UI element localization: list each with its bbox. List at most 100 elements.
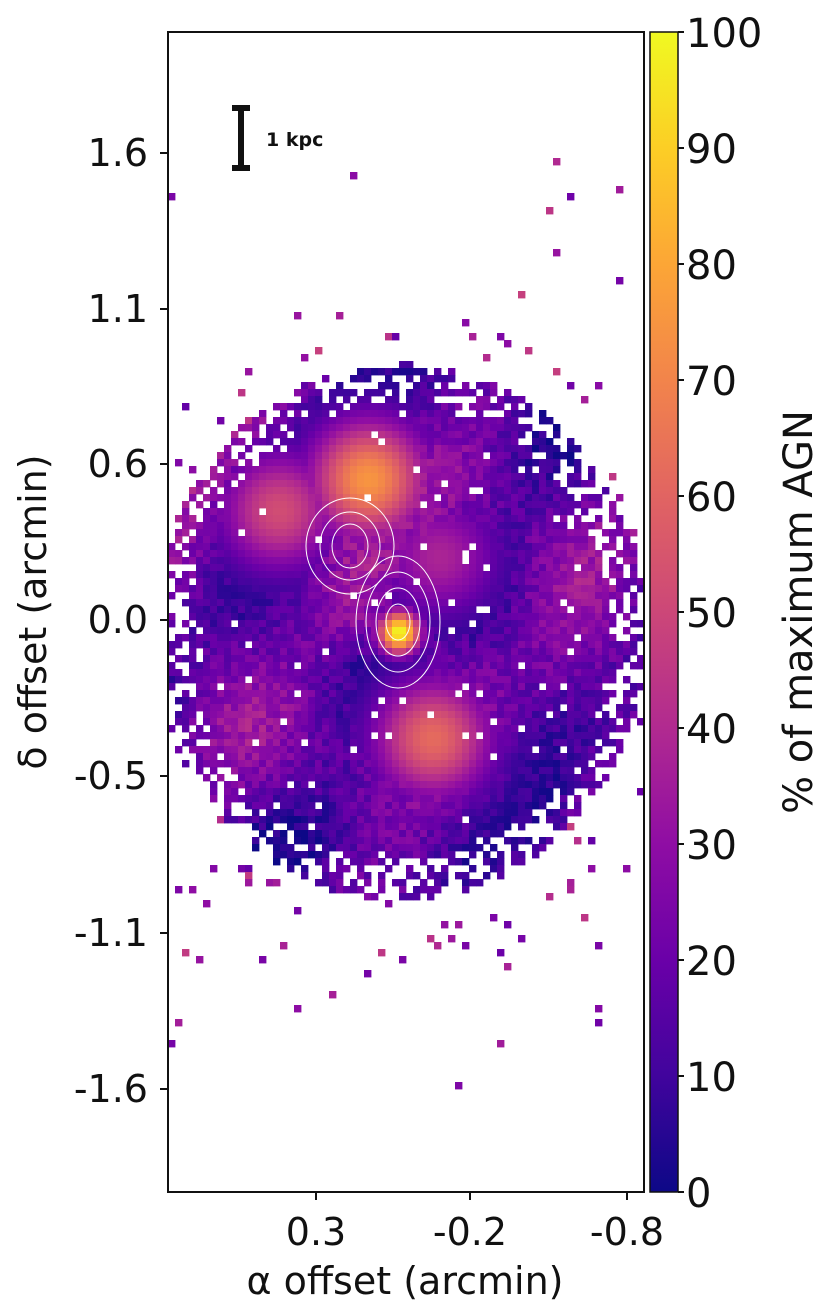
heatmap-cell (616, 725, 624, 733)
heatmap-cell (336, 865, 344, 873)
heatmap-cell (350, 858, 358, 866)
heatmap-cell (441, 557, 449, 565)
heatmap-cell (553, 648, 561, 656)
heatmap-cell (385, 690, 393, 698)
heatmap-cell (399, 634, 407, 642)
heatmap-cell (504, 529, 512, 537)
heatmap-cell (441, 641, 449, 649)
heatmap-cell (469, 417, 477, 425)
heatmap-cell (427, 529, 435, 537)
heatmap-cell (399, 956, 407, 964)
heatmap-cell (392, 830, 400, 838)
heatmap-cell (532, 515, 540, 523)
heatmap-cell (560, 508, 568, 516)
heatmap-cell (364, 690, 372, 698)
heatmap-cell (574, 718, 582, 726)
heatmap-cell (364, 879, 372, 887)
heatmap-cell (280, 676, 288, 684)
heatmap-cell (301, 711, 309, 719)
heatmap-cell (588, 865, 596, 873)
heatmap-cell (217, 452, 225, 460)
heatmap-cell (280, 585, 288, 593)
heatmap-cell (448, 739, 456, 747)
heatmap-cell (518, 550, 526, 558)
heatmap-cell (413, 459, 421, 467)
heatmap-cell (175, 634, 183, 642)
heatmap-cell (539, 711, 547, 719)
heatmap-cell (448, 557, 456, 565)
heatmap-cell (497, 767, 505, 775)
heatmap-cell (280, 942, 288, 950)
heatmap-cell (455, 809, 463, 817)
heatmap-cell (399, 802, 407, 810)
heatmap-cell (392, 641, 400, 649)
heatmap-cell (511, 746, 519, 754)
heatmap-cell (630, 711, 638, 719)
heatmap-cell (525, 347, 533, 355)
heatmap-cell (273, 613, 281, 621)
heatmap-cell (532, 578, 540, 586)
heatmap-cell (287, 564, 295, 572)
heatmap-cell (434, 550, 442, 558)
heatmap-cell (294, 557, 302, 565)
heatmap-cell (511, 627, 519, 635)
heatmap-cell (490, 781, 498, 789)
heatmap-cell (315, 669, 323, 677)
heatmap-cell (490, 452, 498, 460)
heatmap-cell (497, 424, 505, 432)
heatmap-cell (238, 634, 246, 642)
heatmap-cell (308, 536, 316, 544)
heatmap-cell (280, 746, 288, 754)
heatmap-cell (231, 788, 239, 796)
heatmap-cell (259, 718, 267, 726)
heatmap-cell (406, 753, 414, 761)
heatmap-cell (336, 788, 344, 796)
heatmap-cell (357, 788, 365, 796)
heatmap-cell (539, 571, 547, 579)
heatmap-cell (609, 655, 617, 663)
heatmap-cell (378, 410, 386, 418)
heatmap-cell (420, 536, 428, 544)
heatmap-cell (266, 732, 274, 740)
heatmap-cell (406, 557, 414, 565)
heatmap-cell (532, 676, 540, 684)
heatmap-cell (560, 732, 568, 740)
heatmap-cell (595, 571, 603, 579)
heatmap-cell (455, 487, 463, 495)
heatmap-cell (231, 781, 239, 789)
heatmap-cell (413, 767, 421, 775)
heatmap-cell (434, 704, 442, 712)
heatmap-cell (231, 592, 239, 600)
heatmap-cell (525, 452, 533, 460)
heatmap-cell (350, 837, 358, 845)
heatmap-cell (441, 606, 449, 614)
heatmap-cell (511, 585, 519, 593)
heatmap-cell (259, 543, 267, 551)
heatmap-cell (553, 536, 561, 544)
heatmap-cell (546, 620, 554, 628)
heatmap-cell (553, 676, 561, 684)
heatmap-cell (427, 732, 435, 740)
heatmap-cell (448, 403, 456, 411)
heatmap-cell (280, 774, 288, 782)
heatmap-cell (427, 697, 435, 705)
heatmap-cell (483, 669, 491, 677)
heatmap-cell (322, 830, 330, 838)
heatmap-cell (364, 501, 372, 509)
heatmap-cell (210, 550, 218, 558)
heatmap-cell (315, 445, 323, 453)
heatmap-cell (427, 424, 435, 432)
x-tick-label: 0.3 (286, 1210, 346, 1254)
heatmap-cell (504, 837, 512, 845)
heatmap-cell (329, 508, 337, 516)
heatmap-cell (280, 767, 288, 775)
heatmap-cell (595, 578, 603, 586)
heatmap-cell (448, 718, 456, 726)
heatmap-cell (378, 536, 386, 544)
heatmap-cell (385, 711, 393, 719)
heatmap-cell (399, 438, 407, 446)
heatmap-cell (581, 690, 589, 698)
heatmap-cell (469, 466, 477, 474)
heatmap-cell (371, 508, 379, 516)
heatmap-cell (483, 711, 491, 719)
